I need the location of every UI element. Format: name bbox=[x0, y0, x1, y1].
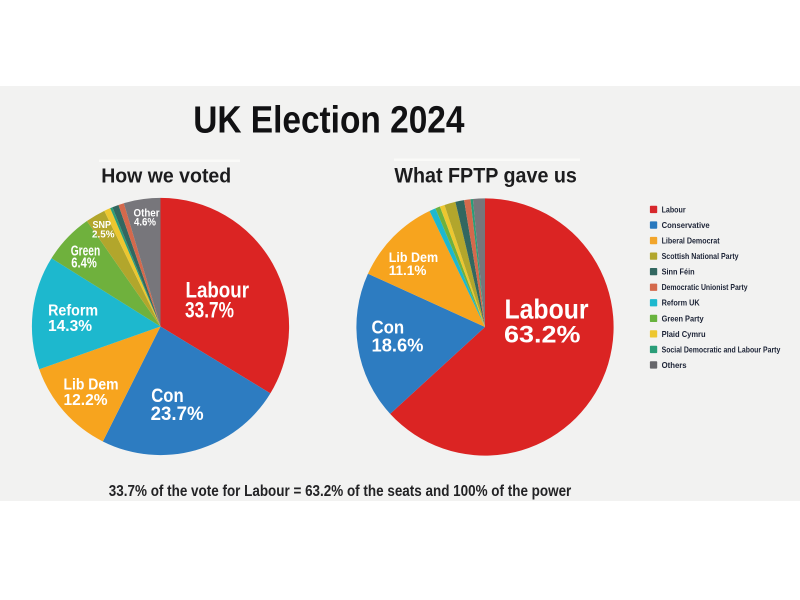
svg-text:Con: Con bbox=[372, 317, 405, 337]
svg-text:Reform UK: Reform UK bbox=[662, 298, 700, 308]
svg-text:Green Party: Green Party bbox=[662, 313, 704, 323]
svg-text:Con: Con bbox=[151, 386, 184, 407]
svg-text:Labour: Labour bbox=[186, 278, 250, 303]
svg-text:Scottish National Party: Scottish National Party bbox=[662, 251, 739, 261]
svg-text:How we voted: How we voted bbox=[101, 165, 231, 188]
svg-text:33.7% of the vote for Labour =: 33.7% of the vote for Labour = 63.2% of … bbox=[109, 483, 572, 500]
svg-text:UK Election 2024: UK Election 2024 bbox=[193, 100, 464, 142]
svg-text:63.2%: 63.2% bbox=[504, 322, 581, 349]
svg-text:14.3%: 14.3% bbox=[48, 318, 92, 335]
svg-text:33.7%: 33.7% bbox=[185, 298, 234, 323]
svg-text:Sinn Féin: Sinn Féin bbox=[662, 267, 695, 277]
svg-text:23.7%: 23.7% bbox=[151, 404, 204, 425]
svg-text:Labour: Labour bbox=[505, 294, 589, 325]
svg-text:Reform: Reform bbox=[48, 303, 98, 320]
svg-text:Lib Dem: Lib Dem bbox=[389, 249, 438, 265]
svg-text:18.6%: 18.6% bbox=[372, 335, 424, 355]
svg-text:Social Democratic and Labour P: Social Democratic and Labour Party bbox=[662, 344, 781, 354]
svg-text:Democratic Unionist Party: Democratic Unionist Party bbox=[662, 282, 748, 292]
svg-text:Lib Dem: Lib Dem bbox=[64, 377, 119, 394]
svg-text:Conservative: Conservative bbox=[662, 220, 710, 230]
svg-text:4.6%: 4.6% bbox=[134, 217, 156, 229]
svg-text:SNP: SNP bbox=[93, 219, 112, 231]
svg-text:12.2%: 12.2% bbox=[64, 392, 108, 409]
svg-text:What FPTP gave us: What FPTP gave us bbox=[394, 164, 577, 187]
svg-text:2.5%: 2.5% bbox=[92, 228, 115, 240]
svg-text:Liberal Democrat: Liberal Democrat bbox=[662, 236, 720, 246]
svg-text:Others: Others bbox=[662, 360, 687, 370]
svg-text:Labour: Labour bbox=[662, 204, 687, 214]
svg-text:11.1%: 11.1% bbox=[389, 262, 427, 278]
svg-text:Other: Other bbox=[134, 208, 161, 220]
svg-text:Green: Green bbox=[71, 243, 101, 259]
svg-text:Plaid Cymru: Plaid Cymru bbox=[662, 329, 706, 339]
svg-text:6.4%: 6.4% bbox=[71, 255, 97, 271]
